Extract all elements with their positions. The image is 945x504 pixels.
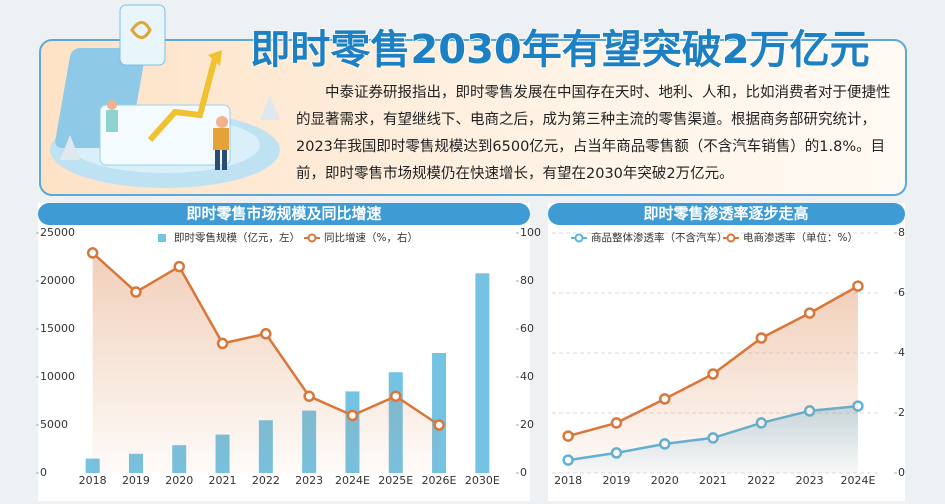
tick-label: 15000 (40, 322, 75, 335)
panel-title-bar (38, 203, 530, 225)
point (659, 393, 671, 405)
point (707, 368, 719, 380)
x-tick-label: 2026E (422, 474, 457, 487)
tick-label: 2 (898, 406, 905, 419)
x-tick-label: 2019 (122, 474, 150, 487)
legend-label: 即时零售规模（亿元，左） (174, 231, 300, 244)
tick-label: 100 (520, 226, 541, 239)
legend-swatch (726, 233, 736, 243)
x-tick-label: 2024E (335, 474, 370, 487)
x-tick-label: 2021 (209, 474, 237, 487)
legend-swatch (158, 234, 166, 242)
x-tick-label: 2025E (378, 474, 413, 487)
point (86, 247, 99, 259)
point (303, 390, 315, 402)
legend-label: 电商渗透率（单位：%） (743, 231, 858, 244)
tick-label: 60 (520, 322, 534, 335)
tick-label: 20 (520, 418, 534, 431)
point (130, 286, 142, 298)
x-tick-label: 2018 (554, 474, 582, 487)
x-tick-label: 2020 (165, 474, 193, 487)
point (346, 409, 359, 422)
point (852, 280, 864, 292)
legend-label: 商品整体渗透率（不含汽车） (591, 231, 728, 244)
point (610, 417, 623, 429)
x-tick-label: 2030E (465, 474, 500, 487)
point (433, 419, 445, 431)
tick-label: 10000 (40, 370, 75, 383)
point (803, 307, 816, 319)
illustration (50, 4, 280, 188)
point (390, 390, 402, 402)
tick-label: 80 (520, 274, 534, 287)
point (173, 260, 185, 273)
tick-label: 5000 (40, 418, 68, 431)
body-text: 中泰证券研报指出，即时零售发展在中国存在天时、地利、人和，比如消费者对于便捷性的… (296, 85, 891, 182)
tick-label: 0 (40, 466, 47, 479)
tick-label: 40 (520, 370, 534, 383)
x-tick-label: 2021 (699, 474, 727, 487)
chart-title: 即时零售市场规模及同比增速 (186, 205, 381, 223)
tick-label: 0 (520, 466, 527, 479)
tick-label: 6 (898, 286, 905, 299)
point (260, 328, 272, 340)
x-tick-label: 2023 (295, 474, 323, 487)
page-title: 即时零售2030年有望突破2万亿元 (250, 27, 869, 73)
point (562, 430, 574, 442)
tick-label: 0 (898, 466, 905, 479)
bar (475, 273, 490, 473)
x-tick-label: 2022 (252, 474, 280, 487)
x-tick-label: 2018 (79, 474, 107, 487)
panel-title-bar (548, 203, 905, 225)
legend-label: 同比增速（%，右） (324, 231, 418, 244)
tick-label: 8 (898, 226, 905, 239)
chart-title: 即时零售渗透率逐步走高 (643, 205, 808, 223)
x-tick-label: 2023 (796, 474, 824, 487)
x-tick-label: 2022 (747, 474, 775, 487)
legend-swatch (307, 233, 317, 243)
legend-swatch (574, 233, 584, 243)
tick-label: 20000 (40, 274, 75, 287)
tick-label: 4 (898, 346, 905, 359)
x-tick-label: 2024E (840, 474, 875, 487)
point (216, 337, 229, 350)
tick-label: 25000 (40, 226, 75, 239)
point (755, 332, 768, 344)
x-tick-label: 2020 (651, 474, 679, 487)
x-tick-label: 2019 (602, 474, 630, 487)
